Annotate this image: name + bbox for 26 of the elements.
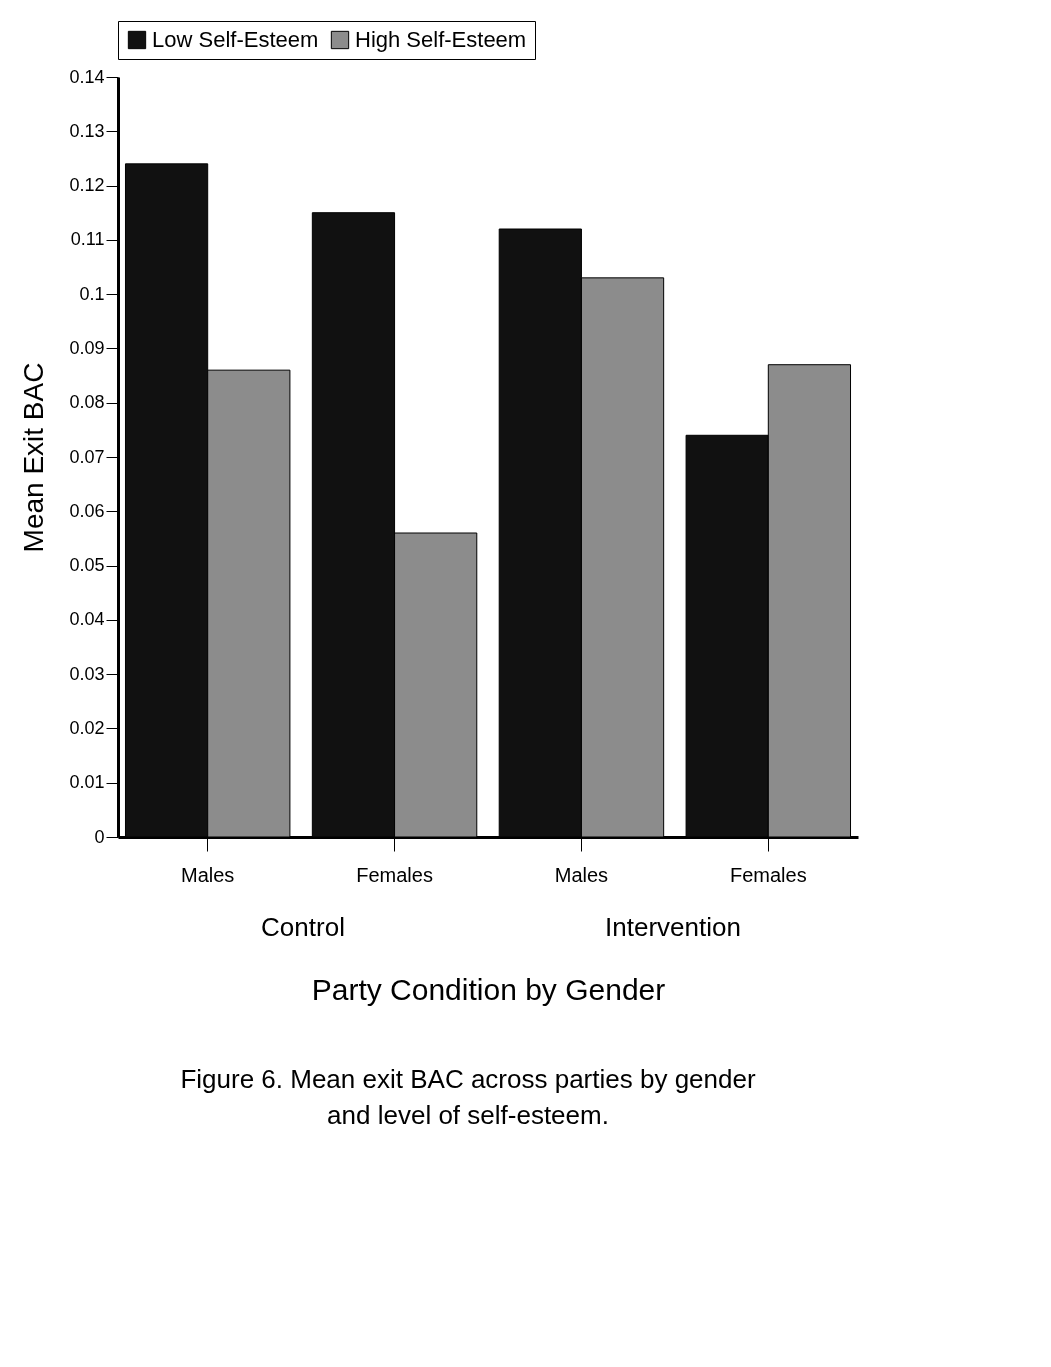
y-tick-label: 0.09 [69,337,105,358]
y-tick-label: 0.12 [69,175,105,196]
y-tick-label: 0.03 [69,663,105,684]
y-tick-label: 0 [94,826,105,847]
y-tick-label: 0.01 [69,772,105,793]
y-tick-label: 0.06 [69,500,105,521]
text: Intervention [605,912,741,942]
x-axis-title: Party Condition by Gender [311,972,666,1006]
y-tick-label: 0.08 [69,392,105,413]
caption: Figure 6. Mean exit BAC across parties by gender and level of self-esteem. [180,1064,756,1130]
x-tick-label: Males [181,863,235,886]
y-tick-label: 0.02 [69,717,105,738]
x-tick-label: Females [356,863,433,886]
y-tick-label: 0.1 [79,283,105,304]
y-tick-label: 0.11 [70,229,105,250]
y-tick-label: 0.14 [69,66,105,87]
y-tick-label: 0.04 [69,609,105,630]
y-tick-label: 0.07 [69,446,105,467]
x-tick-label: Females [729,863,807,886]
y-axis-title: Mean Exit BAC [18,362,50,553]
x-tick-label: Males [554,863,609,886]
legend-label: Low Self-Esteem [152,27,319,52]
legend-label: High Self-Esteem [355,27,527,52]
y-tick-label: 0.13 [69,120,105,141]
text: Control [261,912,345,942]
y-tick-label: 0.05 [69,555,105,576]
